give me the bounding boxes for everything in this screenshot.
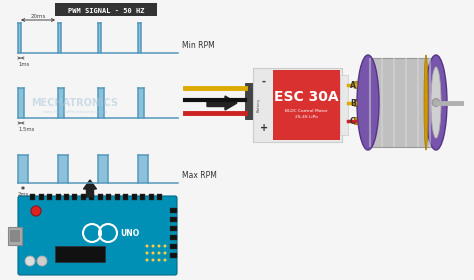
Text: PWM SIGNAL - 50 HZ: PWM SIGNAL - 50 HZ	[68, 8, 144, 13]
Bar	[10, 230, 20, 241]
Text: BLDC Control Motor: BLDC Control Motor	[285, 109, 328, 113]
FancyArrow shape	[207, 96, 237, 110]
Circle shape	[152, 251, 155, 255]
Bar	[64, 194, 69, 200]
Circle shape	[164, 244, 166, 248]
Bar	[107, 194, 111, 200]
Bar	[55, 3, 157, 16]
Bar	[18, 23, 21, 53]
Circle shape	[164, 258, 166, 262]
Circle shape	[432, 99, 440, 106]
Bar	[98, 88, 104, 118]
Bar	[47, 194, 52, 200]
Text: www.HowToMechatronics.com: www.HowToMechatronics.com	[42, 110, 108, 114]
Bar	[149, 194, 154, 200]
Bar	[18, 88, 24, 118]
Text: +: +	[260, 123, 268, 133]
Bar	[255, 70, 273, 140]
Bar	[124, 194, 128, 200]
Bar	[170, 253, 177, 258]
FancyArrow shape	[83, 180, 97, 197]
Bar	[81, 194, 86, 200]
Text: B: B	[350, 99, 356, 108]
Bar	[98, 194, 103, 200]
Bar	[157, 194, 163, 200]
Circle shape	[25, 256, 35, 266]
Text: 2S-4S LiPo: 2S-4S LiPo	[295, 115, 318, 119]
Ellipse shape	[425, 55, 447, 150]
Circle shape	[31, 206, 41, 216]
FancyBboxPatch shape	[355, 81, 363, 88]
Text: UNO: UNO	[120, 228, 139, 237]
Bar	[170, 208, 177, 213]
Circle shape	[164, 251, 166, 255]
Bar	[115, 194, 120, 200]
Text: ESC 30A: ESC 30A	[274, 90, 339, 104]
Bar	[170, 244, 177, 249]
Bar	[170, 226, 177, 231]
Bar	[18, 155, 28, 183]
Bar	[90, 194, 94, 200]
Text: 1ms: 1ms	[18, 62, 29, 67]
Bar	[30, 194, 35, 200]
Bar	[98, 23, 101, 53]
Text: Min RPM: Min RPM	[182, 41, 215, 50]
Text: -: -	[262, 77, 266, 87]
Bar	[132, 194, 137, 200]
Bar	[253, 68, 342, 142]
Text: Max RPM: Max RPM	[182, 171, 217, 179]
Bar	[8, 227, 22, 244]
Bar	[140, 194, 146, 200]
Text: 20ms: 20ms	[30, 14, 46, 19]
Text: Battery: Battery	[257, 98, 261, 112]
Circle shape	[152, 258, 155, 262]
Bar	[245, 83, 253, 119]
Text: A: A	[350, 81, 356, 90]
FancyBboxPatch shape	[355, 99, 363, 106]
Circle shape	[157, 258, 161, 262]
Bar	[255, 70, 340, 140]
Bar	[170, 217, 177, 222]
Bar	[55, 246, 105, 262]
Bar	[58, 155, 68, 183]
Bar	[340, 75, 348, 135]
Circle shape	[157, 251, 161, 255]
Text: 1.5ms: 1.5ms	[18, 127, 35, 132]
Ellipse shape	[431, 67, 441, 138]
Bar	[55, 194, 61, 200]
Bar	[170, 235, 177, 240]
FancyBboxPatch shape	[355, 118, 363, 125]
Bar	[366, 58, 438, 147]
Ellipse shape	[357, 55, 379, 150]
Text: MECHATRONICS: MECHATRONICS	[31, 98, 118, 108]
Bar	[73, 194, 78, 200]
Bar	[138, 88, 144, 118]
Ellipse shape	[424, 55, 428, 150]
Bar	[38, 194, 44, 200]
Bar	[58, 23, 61, 53]
Text: C: C	[350, 116, 356, 125]
Circle shape	[146, 251, 148, 255]
Bar	[138, 155, 148, 183]
Circle shape	[146, 244, 148, 248]
Circle shape	[146, 258, 148, 262]
FancyBboxPatch shape	[18, 196, 177, 275]
Circle shape	[157, 244, 161, 248]
Circle shape	[37, 256, 47, 266]
Text: 2ms: 2ms	[18, 192, 29, 197]
Circle shape	[152, 244, 155, 248]
Bar	[98, 155, 108, 183]
Bar	[58, 88, 64, 118]
Bar	[138, 23, 141, 53]
